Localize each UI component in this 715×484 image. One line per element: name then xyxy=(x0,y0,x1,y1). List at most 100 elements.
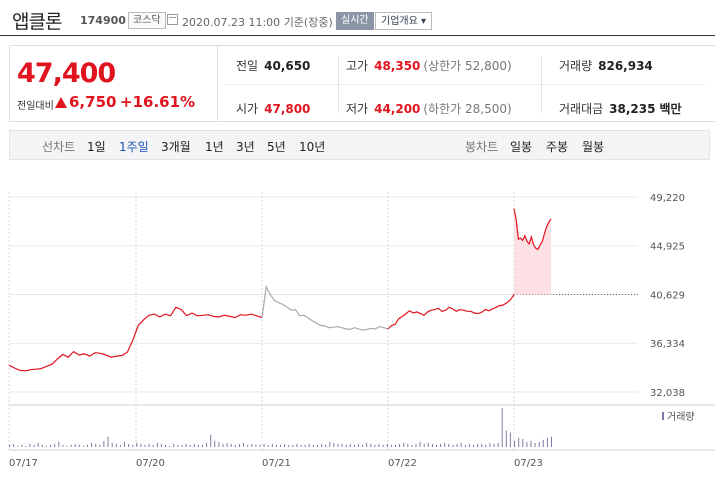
volume-bar xyxy=(197,444,199,447)
volume-bar xyxy=(292,444,294,447)
volume-bar xyxy=(222,443,224,447)
volume-bar xyxy=(156,442,158,447)
volume-bar xyxy=(427,442,429,447)
volume-bar xyxy=(542,439,544,447)
volume-bar xyxy=(362,444,364,447)
stat-label: 시가 xyxy=(236,102,259,116)
chart-grid xyxy=(8,192,715,451)
volume-bar xyxy=(325,444,327,447)
price-change: 6,750 xyxy=(69,93,117,111)
volume-bar xyxy=(464,444,466,447)
volume-bar xyxy=(456,443,458,447)
volume-bar xyxy=(230,443,232,447)
volume-bar xyxy=(374,444,376,447)
volume-bar xyxy=(452,444,454,447)
y-tick-label: 49,220 xyxy=(650,193,685,204)
y-tick-label: 32,038 xyxy=(650,388,685,399)
volume-bar xyxy=(140,443,142,447)
series-line xyxy=(513,208,552,251)
volume-bar xyxy=(243,442,244,447)
volume-bar xyxy=(518,437,520,447)
stat-value: 826,934 xyxy=(598,59,653,73)
volume-bar xyxy=(91,442,93,447)
stock-header: 앱클론 174900 코스닥 2020.07.23 11:00 기준(장중) 실… xyxy=(0,0,715,36)
datetime-text: 2020.07.23 11:00 xyxy=(182,16,281,29)
volume-bar xyxy=(317,444,318,447)
basis-text: 기준(장중) xyxy=(283,16,333,29)
volume-bar xyxy=(395,444,396,447)
tab-5y[interactable]: 5년 xyxy=(267,140,286,154)
volume-bar xyxy=(308,443,310,447)
tab-1w[interactable]: 1주일 xyxy=(119,140,149,154)
tab-daily[interactable]: 일봉 xyxy=(510,140,533,154)
volume-bar xyxy=(509,432,511,447)
tab-monthly[interactable]: 월봉 xyxy=(582,140,605,154)
volume-bar xyxy=(218,441,220,447)
volume-bar xyxy=(99,444,101,447)
volume-bar xyxy=(214,440,216,447)
volume-bar xyxy=(497,442,499,447)
stat-sub: (상한가 52,800) xyxy=(423,59,512,73)
volume-bar xyxy=(255,444,257,447)
company-overview-dropdown[interactable]: 기업개요 ▾ xyxy=(375,12,432,30)
volume-bar xyxy=(259,444,261,447)
volume-bar xyxy=(247,444,249,447)
volume-bar xyxy=(514,440,515,447)
y-tick-label: 36,334 xyxy=(650,339,685,350)
volume-bar xyxy=(423,443,425,447)
volume-bar xyxy=(66,446,68,447)
volume-bar xyxy=(251,443,253,447)
volume-bar xyxy=(173,443,175,447)
candle-chart-title: 봉차트 xyxy=(465,140,499,154)
period-toolbar: 선차트 1일 1주일 3개월 1년 3년 5년 10년 봉차트 일봉 주봉 월봉 xyxy=(9,130,710,160)
volume-bars xyxy=(9,408,552,447)
volume-bar xyxy=(119,444,121,447)
volume-bar xyxy=(238,443,240,447)
stat-value: 38,235 xyxy=(609,102,656,116)
volume-bar xyxy=(493,443,495,447)
volume-bar xyxy=(505,430,507,447)
volume-bar xyxy=(526,441,528,447)
volume-bar xyxy=(185,443,187,447)
stat-label: 거래량 xyxy=(559,59,593,73)
volume-bar xyxy=(370,443,372,447)
current-price: 47,400 xyxy=(17,58,116,89)
volume-bar xyxy=(284,443,286,447)
realtime-button[interactable]: 실시간 xyxy=(336,12,374,30)
volume-bar xyxy=(263,443,265,447)
stat-high: 고가 48,350 (상한가 52,800) xyxy=(346,57,512,74)
volume-bar xyxy=(41,444,43,447)
volume-bar xyxy=(436,444,437,447)
volume-bar xyxy=(473,444,474,447)
volume-bar xyxy=(407,443,409,447)
x-tick-label: 07/22 xyxy=(388,458,417,469)
tab-weekly[interactable]: 주봉 xyxy=(546,140,569,154)
volume-bar xyxy=(148,443,150,447)
volume-bar xyxy=(37,442,39,447)
tab-1y[interactable]: 1년 xyxy=(205,140,224,154)
tab-1d[interactable]: 1일 xyxy=(87,140,106,154)
volume-bar xyxy=(82,446,84,447)
volume-bar xyxy=(17,446,19,447)
volume-bar xyxy=(411,444,413,447)
volume-bar xyxy=(333,442,335,447)
price-lines xyxy=(8,208,552,372)
volume-bar xyxy=(107,436,109,447)
volume-bar xyxy=(234,444,236,447)
tab-3y[interactable]: 3년 xyxy=(236,140,255,154)
volume-bar xyxy=(440,443,442,447)
volume-bar xyxy=(538,441,540,447)
volume-bar xyxy=(165,444,166,447)
volume-bar xyxy=(54,443,56,447)
stat-volume: 거래량 826,934 xyxy=(559,57,653,74)
quote-datetime: 2020.07.23 11:00 기준(장중) xyxy=(182,14,333,30)
change-label: 전일대비 xyxy=(17,101,54,112)
tab-3m[interactable]: 3개월 xyxy=(161,140,191,154)
market-badge: 코스닥 xyxy=(128,12,166,29)
volume-bar xyxy=(103,440,105,447)
volume-bar xyxy=(382,444,384,447)
x-tick-label: 07/21 xyxy=(262,458,291,469)
x-tick-label: 07/23 xyxy=(514,458,543,469)
volume-bar xyxy=(390,444,392,447)
tab-10y[interactable]: 10년 xyxy=(299,140,326,154)
